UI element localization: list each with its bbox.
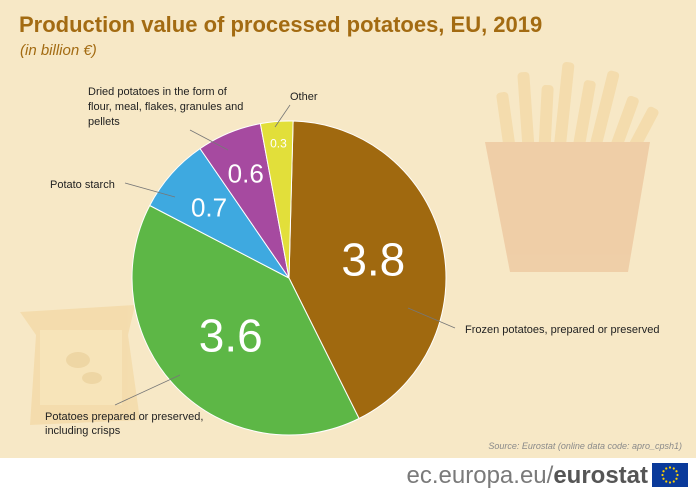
footer-bar: ec.europa.eu/eurostat xyxy=(0,458,696,492)
slice-value-crisps: 3.6 xyxy=(199,309,263,361)
eu-flag-star xyxy=(662,477,665,480)
slice-label-dried-line1: Dried potatoes in the form of xyxy=(88,86,228,98)
slice-label-dried-line2: flour, meal, flakes, granules and xyxy=(88,101,243,113)
eu-flag-star xyxy=(676,473,679,477)
callout-line-frozen xyxy=(407,307,456,329)
callout-line-other xyxy=(274,104,291,128)
callout-line-starch xyxy=(124,182,176,198)
footer-domain: ec.europa.eu/ xyxy=(406,462,554,489)
eu-flag-star xyxy=(665,467,668,470)
slice-label-crisps-line2: including crisps xyxy=(45,425,121,437)
eu-flag-star xyxy=(672,467,675,470)
slice-label-frozen: Frozen potatoes, prepared or preserved xyxy=(465,324,659,336)
eu-flag-icon xyxy=(652,463,688,487)
slice-label-dried: Dried potatoes in the form of flour, mea… xyxy=(88,86,246,128)
pie-chart: 3.8 3.6 0.70.6 0.3 Frozen potatoes, prepare… xyxy=(45,86,659,437)
pie-slice-other xyxy=(259,120,294,279)
slice-value-starch: 0.7 xyxy=(191,192,227,222)
slice-label-dried-line3: pellets xyxy=(88,116,120,128)
eu-flag-star xyxy=(672,480,675,483)
background-illustrations xyxy=(20,62,659,425)
callout-line-dried xyxy=(189,129,229,151)
callout-line-crisps xyxy=(114,374,181,406)
footer-url[interactable]: ec.europa.eu/eurostat xyxy=(407,462,648,490)
chart-title: Production value of processed potatoes, … xyxy=(19,12,543,37)
source-note: Source: Eurostat (online data code: apro… xyxy=(488,441,682,451)
eu-flag-star xyxy=(675,470,678,473)
chart-subtitle: (in billion €) xyxy=(20,42,97,59)
footer-brand: eurostat xyxy=(553,462,648,489)
eu-flag-star xyxy=(661,473,664,477)
eu-flag-star xyxy=(668,466,672,469)
eu-flag-star xyxy=(662,470,665,473)
chart-panel: Production value of processed potatoes, … xyxy=(0,0,696,458)
slice-label-crisps: Potatoes prepared or preserved, includin… xyxy=(45,411,206,437)
slice-value-frozen: 3.8 xyxy=(341,233,405,285)
slice-label-crisps-line1: Potatoes prepared or preserved, xyxy=(45,411,203,423)
fries-illustration xyxy=(485,62,659,272)
slice-value-dried: 0.6 xyxy=(228,159,264,189)
slice-label-starch: Potato starch xyxy=(50,179,115,191)
slice-label-other: Other xyxy=(290,91,318,103)
pie-slice-crisps xyxy=(131,204,360,436)
slice-value-other: 0.3 xyxy=(270,137,287,151)
crisps-bag-illustration xyxy=(20,305,140,425)
eu-flag-star xyxy=(675,477,678,480)
pie-slice-frozen xyxy=(288,120,447,420)
eu-flag-star xyxy=(668,481,672,484)
eu-flag-star xyxy=(665,480,668,483)
